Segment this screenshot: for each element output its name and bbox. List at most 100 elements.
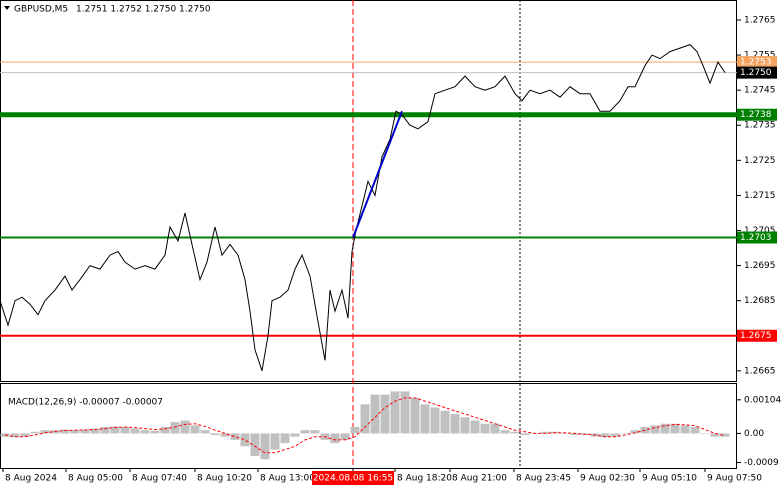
macd-bar [100, 426, 110, 434]
y-tick-label: 1.2715 [744, 191, 776, 201]
y-tick-label: 1.2705 [744, 226, 776, 236]
macd-bar [400, 391, 410, 434]
macd-bar [460, 417, 470, 434]
macd-bar [660, 423, 670, 434]
level-label: 1.2750 [740, 68, 772, 78]
macd-bar [300, 430, 310, 434]
macd-bar [40, 430, 50, 434]
ohlc: 1.2751 1.2752 1.2750 1.2750 [76, 5, 211, 15]
y-tick-label: 1.2735 [744, 121, 776, 131]
macd-bar [420, 404, 430, 434]
level-label: 1.2703 [740, 233, 772, 243]
x-tick-label: 8 Aug 13:00 [260, 474, 315, 484]
macd-bar [600, 433, 610, 438]
macd-bar [60, 429, 70, 434]
macd-bar [430, 407, 440, 434]
macd-bar [230, 433, 240, 440]
macd-bar [390, 391, 400, 434]
macd-bar [290, 433, 300, 437]
macd-bar [20, 433, 30, 437]
macd-bar [650, 425, 660, 434]
macd-bar [470, 420, 480, 434]
x-tick-label: 2024.08.08 16:55 [313, 474, 393, 484]
macd-bar [310, 430, 320, 434]
macd-bar [610, 433, 620, 437]
macd-bar [270, 433, 280, 450]
macd-bar [110, 426, 120, 434]
macd-bar [710, 433, 720, 437]
x-tick-label: 8 Aug 07:40 [132, 474, 187, 484]
level-label: 1.2738 [740, 110, 772, 120]
level-box [737, 231, 777, 244]
symbol: GBPUSD,M5 [14, 5, 68, 15]
macd-bar [90, 428, 100, 434]
y-tick-label: 1.2765 [744, 15, 776, 25]
menu-arrow [4, 6, 10, 10]
x-cursor-box [312, 471, 394, 485]
macd-bar [220, 433, 230, 437]
macd-bar [200, 430, 210, 434]
macd-bar [140, 430, 150, 434]
macd-bar [260, 433, 270, 460]
macd-y-tick-label: 0.00 [744, 429, 764, 439]
macd-bar [130, 428, 140, 434]
macd-bar [450, 414, 460, 434]
macd-bar [500, 430, 510, 434]
macd-bar [10, 433, 20, 438]
x-tick-label: 8 Aug 05:00 [68, 474, 123, 484]
macd-bar [720, 433, 730, 437]
macd-bar [340, 433, 350, 440]
macd-bar [410, 397, 420, 434]
macd-bar [30, 431, 40, 434]
level-label: 1.2753 [740, 58, 772, 68]
macd-bar [280, 433, 290, 444]
x-tick-label: 8 Aug 23:45 [516, 474, 571, 484]
macd-bar [360, 404, 370, 434]
macd-title: MACD(12,26,9) -0.00007 -0.00007 [8, 398, 163, 408]
macd-bar [70, 430, 80, 434]
level-box [737, 56, 777, 69]
price-line [0, 44, 726, 371]
macd-bar [330, 433, 340, 444]
macd-y-tick-label: 0.00104 [744, 395, 781, 405]
level-label: 1.2675 [740, 331, 772, 341]
macd-bar [630, 430, 640, 434]
macd-bar [120, 426, 130, 434]
macd-bar [490, 423, 500, 434]
level-box [737, 108, 777, 121]
trendline [352, 110, 403, 238]
y-tick-label: 1.2685 [744, 296, 776, 306]
macd-bar [690, 426, 700, 434]
macd-bar [380, 394, 390, 434]
y-tick-label: 1.2745 [744, 86, 776, 96]
x-tick-label: 9 Aug 02:30 [580, 474, 635, 484]
macd-bar [250, 433, 260, 457]
y-tick-label: 1.2695 [744, 261, 776, 271]
macd-bar [350, 426, 360, 434]
macd-signal [4, 397, 726, 454]
level-box [737, 66, 777, 79]
x-tick-label: 8 Aug 18:20 [397, 474, 452, 484]
macd-y-tick-label: -0.0009 [744, 458, 779, 468]
macd-bar [560, 433, 570, 434]
macd-bar [190, 425, 200, 434]
macd-bar [160, 426, 170, 434]
macd-bar [670, 423, 680, 434]
macd-bar [510, 431, 520, 434]
x-tick-label: 8 Aug 2024 [5, 474, 57, 484]
macd-bar [700, 433, 710, 434]
macd-bar [520, 433, 530, 436]
macd-bar [570, 433, 580, 436]
macd-bar [150, 430, 160, 434]
x-tick-label: 9 Aug 05:10 [642, 474, 697, 484]
level-box [737, 329, 777, 342]
x-tick-label: 8 Aug 21:00 [452, 474, 507, 484]
macd-frame [0, 383, 737, 469]
macd-bar [210, 433, 220, 436]
x-tick-label: 8 Aug 10:20 [197, 474, 252, 484]
macd-bar [370, 394, 380, 434]
macd-bar [480, 423, 490, 434]
y-tick-label: 1.2665 [744, 366, 776, 376]
macd-bar [80, 429, 90, 434]
